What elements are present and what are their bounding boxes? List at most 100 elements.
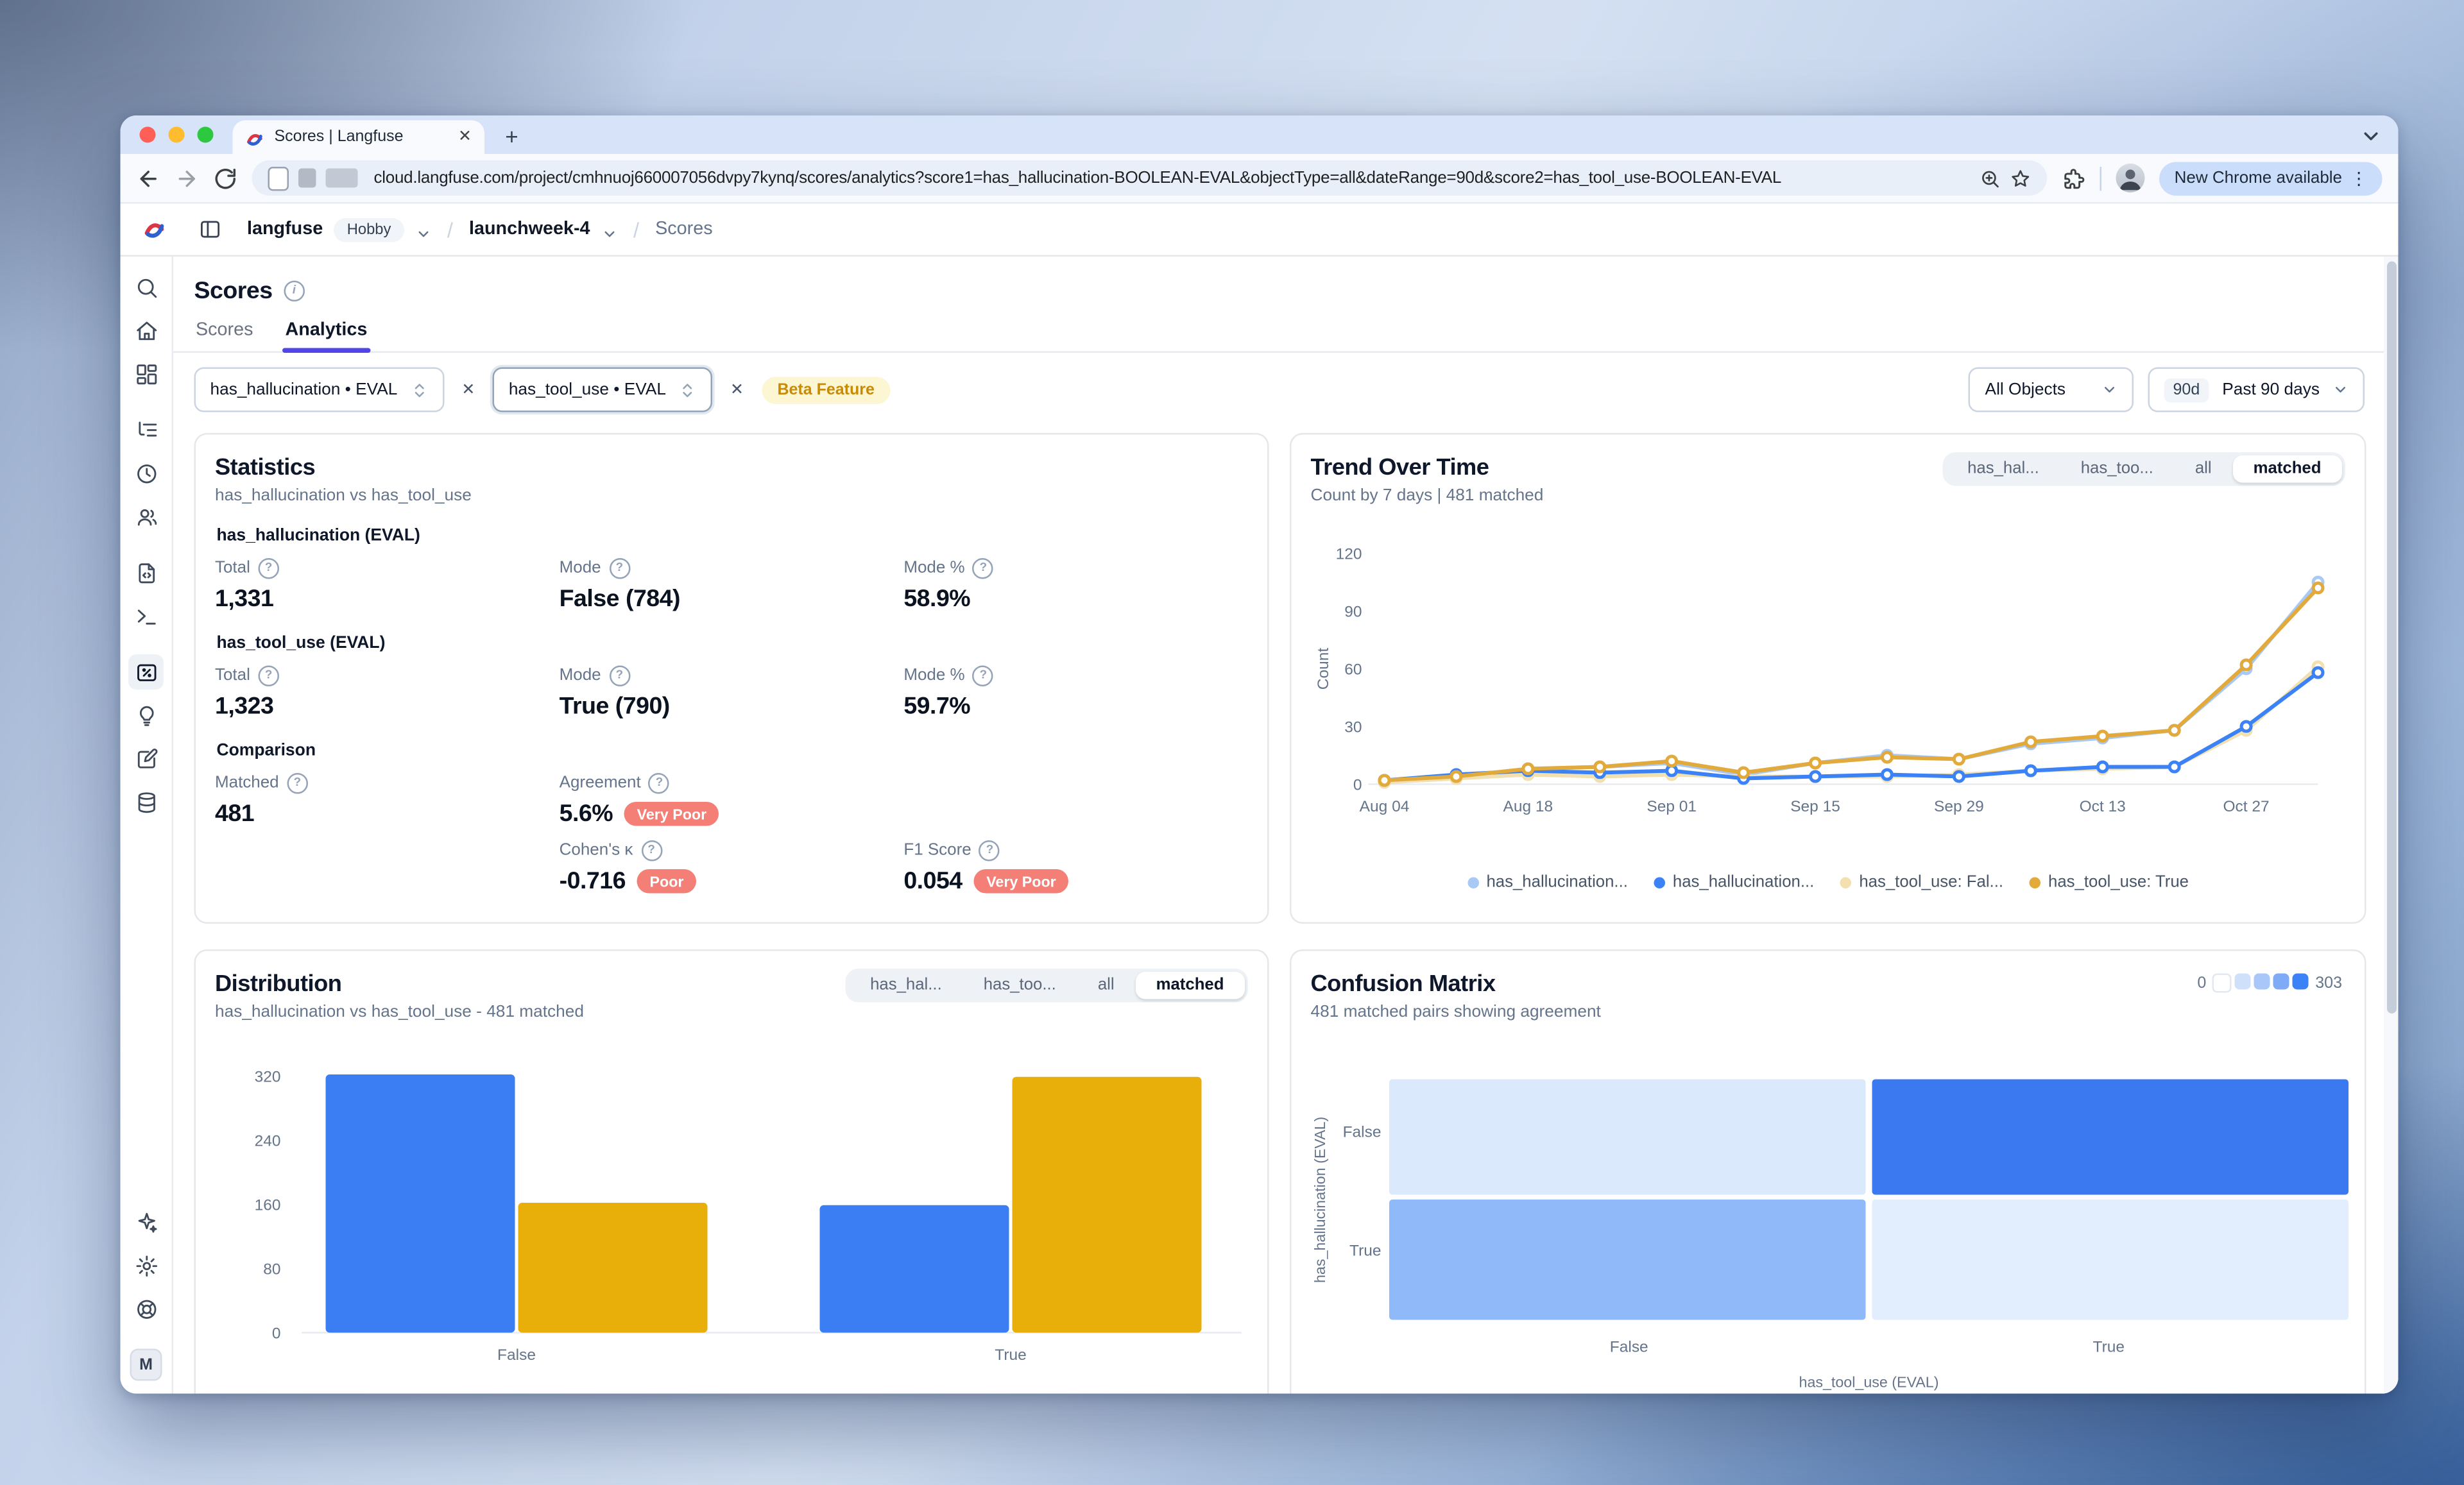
date-range-select[interactable]: 90d Past 90 days [2147,367,2365,412]
breadcrumb-org[interactable]: langfuse [247,219,323,239]
sidebar-item-datasets[interactable] [128,785,164,820]
toggle-option-matched[interactable]: matched [1135,972,1245,999]
metric-mode-: Mode %? 59.7% [903,665,1248,720]
svg-text:Oct 13: Oct 13 [2080,798,2126,815]
confusion-grid [1389,1079,2348,1320]
sidebar-item-tracing[interactable] [128,412,164,448]
confusion-cell-false-true[interactable] [1872,1079,2348,1195]
org-chevron-icon[interactable] [415,221,431,237]
confusion-cell-false-false[interactable] [1389,1079,1866,1195]
sidebar-item-annotation[interactable] [128,741,164,776]
score1-select[interactable]: has_hallucination • EVAL [194,367,444,412]
user-avatar[interactable]: M [130,1348,162,1381]
reload-icon[interactable] [214,166,238,191]
new-chrome-available-button[interactable]: New Chrome available ⋮ [2160,161,2383,195]
toggle-option-hashal[interactable]: has_hal... [1967,460,2039,479]
sidebar-item-users[interactable] [128,499,164,534]
sidebar-toggle-icon[interactable] [199,218,221,241]
breadcrumb-separator: / [447,217,453,242]
sidebar-item-settings[interactable] [128,1248,164,1283]
metric-cohen-s-: Cohen's κ? -0.716 Poor [560,840,904,895]
breadcrumb-page[interactable]: Scores [655,219,713,239]
info-icon[interactable]: i [284,280,305,301]
quality-badge: Very Poor [624,802,720,826]
confusion-row-label: False [1342,1124,1382,1142]
scrollbar-thumb[interactable] [2386,261,2396,1014]
score2-select[interactable]: has_tool_use • EVAL [492,367,713,412]
extensions-puzzle-icon[interactable] [2062,166,2087,191]
bookmark-star-icon[interactable] [2011,167,2032,189]
sidebar-item-playground[interactable] [128,598,164,634]
help-icon[interactable]: ? [609,558,630,579]
help-icon[interactable]: ? [258,558,279,579]
distribution-bar-chart[interactable]: 0 80 160 240 320 False True [215,1031,1248,1394]
trend-line-chart[interactable]: 0 30 60 90 120 Aug 04 Aug 18 Sep 01 Sep 15 Sep 29… [1311,515,2346,863]
confusion-column-label: False [1609,1339,1648,1357]
sidebar-item-support[interactable] [128,1291,164,1327]
toggle-option-matched[interactable]: matched [2232,455,2342,483]
url-bar[interactable]: cloud.langfuse.com/project/cmhnuoj660007… [252,160,2048,196]
confusion-column-labels: False True [1389,1339,2348,1357]
forward-icon[interactable] [175,166,200,191]
chevron-down-icon [2332,382,2348,398]
url-text[interactable]: cloud.langfuse.com/project/cmhnuoj660007… [373,169,1782,187]
zoom-page-icon[interactable] [1980,167,2001,189]
help-icon[interactable]: ? [649,773,670,794]
remove-score2-button[interactable]: ✕ [730,380,744,399]
new-tab-button[interactable]: + [505,123,518,149]
sidebar-item-evaluators[interactable] [128,698,164,733]
tab-search-chevron-icon[interactable] [2360,125,2383,148]
breadcrumb-project[interactable]: launchweek-4 [468,219,590,239]
confusion-cell-true-true[interactable] [1872,1200,2348,1320]
legend-swatch [2235,973,2252,990]
project-chevron-icon[interactable] [601,221,617,237]
window-minimize-button[interactable] [168,126,185,143]
tab-close-icon[interactable]: ✕ [458,128,472,146]
help-icon[interactable]: ? [640,840,662,861]
trend-subtitle: Count by 7 days | 481 matched [1310,486,1544,505]
help-icon[interactable]: ? [979,840,1000,861]
tab-analytics[interactable]: Analytics [282,321,371,353]
svg-text:Oct 27: Oct 27 [2223,798,2269,815]
sidebar-item-sessions[interactable] [128,455,164,491]
site-info-icon[interactable] [268,165,289,191]
sidebar-item-prompts[interactable] [128,555,164,590]
legend-item: has_hallucination... [1467,874,1628,892]
page-title: Scores [194,277,273,305]
select-updown-icon [410,381,428,399]
help-icon[interactable]: ? [609,665,630,686]
toggle-option-hashal[interactable]: has_hal... [870,976,942,995]
toggle-option-hastoo[interactable]: has_too... [983,976,1056,995]
window-zoom-button[interactable] [197,126,214,143]
browser-menu-icon[interactable]: ⋮ [2350,169,2368,189]
help-icon[interactable]: ? [258,665,279,686]
page-scrollbar[interactable] [2384,257,2399,1394]
confusion-cell-true-false[interactable] [1389,1200,1866,1320]
toggle-option-hastoo[interactable]: has_too... [2080,460,2153,479]
help-icon[interactable]: ? [973,558,994,579]
distribution-title: Distribution [215,972,342,997]
statistics-panel: Statistics has_hallucination vs has_tool… [194,433,1269,924]
toggle-option-all[interactable]: all [2194,460,2212,479]
confusion-column-label: True [2092,1339,2125,1357]
sidebar-item-search[interactable] [128,269,164,305]
sidebar-item-dashboards[interactable] [128,356,164,391]
profile-avatar[interactable] [2116,164,2146,192]
tab-scores[interactable]: Scores [196,321,253,340]
statistics-subtitle: has_hallucination vs has_tool_use [215,486,472,505]
sidebar-item-scores[interactable] [128,654,164,690]
back-icon[interactable] [137,166,161,191]
svg-text:30: 30 [1344,718,1362,736]
toggle-option-all[interactable]: all [1097,976,1115,995]
metric-mode: Mode? True (790) [560,665,904,720]
object-filter-select[interactable]: All Objects [1969,367,2134,412]
sidebar-item-home[interactable] [128,313,164,348]
help-icon[interactable]: ? [973,665,994,686]
remove-score1-button[interactable]: ✕ [461,380,475,399]
legend-swatch [2293,973,2309,990]
sidebar-item-upgrade[interactable] [128,1205,164,1240]
help-icon[interactable]: ? [287,773,308,794]
window-close-button[interactable] [139,126,156,143]
confusion-heatmap[interactable]: has_hallucination (EVAL) False True False Tr… [1311,1054,2348,1391]
browser-tab[interactable]: Scores | Langfuse ✕ [232,120,484,154]
